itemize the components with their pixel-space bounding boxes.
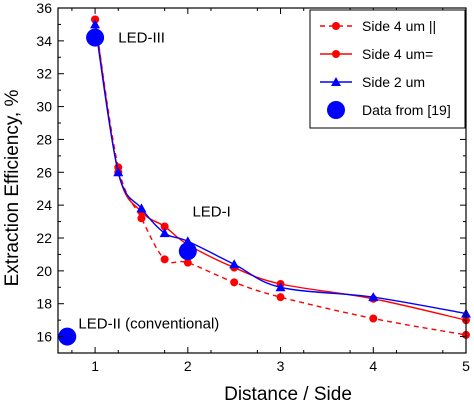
y-tick-label: 18: [36, 296, 52, 312]
data-point: [275, 282, 286, 292]
x-tick-label: 3: [277, 358, 285, 374]
legend-label: Side 4 um=: [362, 46, 433, 62]
y-tick-label: 36: [36, 0, 52, 16]
y-tick-label: 16: [36, 329, 52, 345]
y-tick-label: 24: [36, 197, 52, 213]
series-line: [94, 19, 467, 336]
legend-label: Side 4 um ||: [362, 18, 436, 34]
x-tick-label: 2: [184, 358, 192, 374]
data-point: [369, 314, 378, 323]
y-tick-label: 26: [36, 164, 52, 180]
data-point: [137, 214, 146, 223]
annotation-label: LED-I: [192, 204, 230, 221]
legend-label: Data from [19]: [362, 102, 451, 118]
data-point: [160, 255, 169, 264]
y-tick-label: 32: [36, 66, 52, 82]
legend: Side 4 um || Side 4 um= Side 2 um Data from…: [309, 9, 466, 129]
y-tick-label: 34: [36, 33, 52, 49]
data-point: [113, 167, 124, 177]
y-tick-label: 28: [36, 131, 52, 147]
legend-marker: [331, 77, 341, 86]
x-axis-title: Distance / Side: [224, 384, 352, 405]
data-point: [183, 258, 192, 267]
y-tick-label: 22: [36, 230, 52, 246]
data-point: [178, 242, 197, 261]
data-point: [58, 327, 77, 346]
annotation-label: LED-II (conventional): [78, 315, 219, 332]
series-2: [90, 19, 471, 318]
legend-marker: [332, 50, 340, 58]
legend-marker: [332, 22, 340, 30]
legend-entry: Side 4 um ||: [320, 18, 436, 34]
series-layer: [58, 15, 471, 346]
data-point: [229, 259, 240, 269]
legend-label: Side 2 um: [362, 74, 425, 90]
data-point: [160, 222, 169, 231]
data-point: [276, 293, 285, 302]
annotation-layer: LED-III LED-I LED-II (conventional): [78, 30, 230, 333]
x-tick-label: 5: [462, 358, 470, 374]
data-point: [159, 228, 170, 238]
legend-entry: Data from [19]: [327, 101, 451, 119]
x-tick-label: 4: [369, 358, 377, 374]
legend-marker: [327, 101, 345, 119]
data-point: [230, 278, 239, 287]
series-3: [58, 28, 197, 346]
x-tick-label: 1: [91, 358, 99, 374]
y-tick-label: 20: [36, 263, 52, 279]
legend-entry: Side 2 um: [320, 74, 425, 90]
data-point: [136, 203, 147, 213]
plot-frame: [57, 7, 467, 354]
y-tick-label: 30: [36, 99, 52, 115]
annotation-label: LED-III: [118, 30, 165, 47]
y-axis-title: Extraction Efficiency, %: [2, 90, 23, 287]
data-point: [90, 19, 101, 29]
data-point: [86, 28, 105, 47]
data-point: [368, 292, 379, 302]
legend-entry: Side 4 um=: [320, 46, 433, 62]
